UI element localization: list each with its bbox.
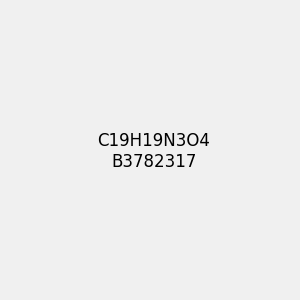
Text: C19H19N3O4
B3782317: C19H19N3O4 B3782317 xyxy=(97,132,210,171)
